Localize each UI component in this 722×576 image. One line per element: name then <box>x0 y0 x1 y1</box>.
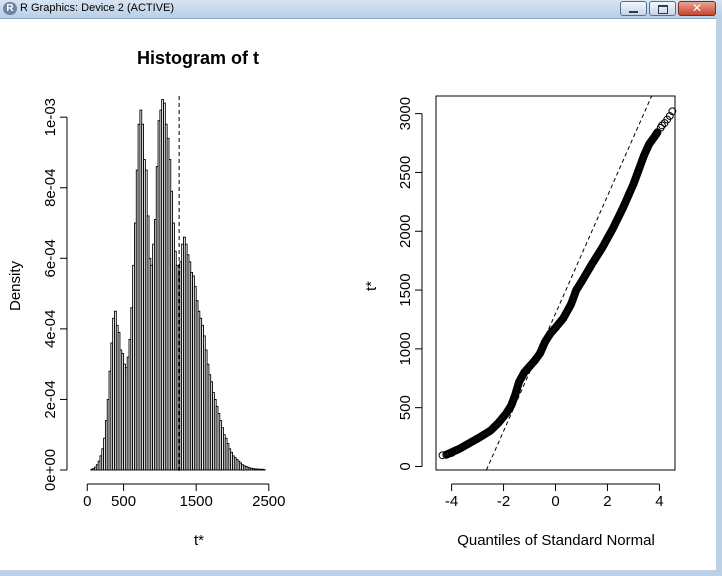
histogram-y-tick-label: 8e-04 <box>42 169 59 207</box>
qq-point <box>668 107 677 116</box>
qq-x-tick-label: 4 <box>655 493 663 510</box>
qq-plot-frame <box>435 95 676 471</box>
histogram-x-tick-label: 2500 <box>252 493 285 510</box>
histogram-y-tick-label: 4e-04 <box>42 310 59 348</box>
histogram-x-tick-label: 1500 <box>179 493 212 510</box>
qq-point <box>438 451 447 460</box>
qq-y-tick-label: 0 <box>397 462 414 470</box>
qq-point <box>442 450 451 459</box>
histogram-y-label: Density <box>7 260 24 311</box>
close-button[interactable]: ✕ <box>678 1 716 16</box>
qq-plot-panel: -4 -2 0 2 4 0 500 1000 1500 2000 2500 3000 Quantil… <box>363 95 677 549</box>
qq-x-tick-label: -2 <box>497 493 510 510</box>
maximize-icon <box>658 5 668 14</box>
window-frame-bottom <box>0 570 722 576</box>
qq-point <box>451 446 460 455</box>
histogram-x-tick-label: 0 <box>83 493 91 510</box>
histogram-panel: Histogram of t 0 500 1500 2500 0e+00 2e-04 4e… <box>7 48 285 549</box>
qq-points <box>438 107 677 460</box>
histogram-y-tick-label: 6e-04 <box>42 239 59 277</box>
r-app-icon: R <box>3 2 17 15</box>
qq-y-tick-label: 1000 <box>397 332 414 365</box>
qq-y-tick-label: 500 <box>397 395 414 420</box>
qq-y-tick-label: 1500 <box>397 273 414 306</box>
qq-x-tick-label: 0 <box>551 493 559 510</box>
minimize-button[interactable] <box>620 1 647 16</box>
close-icon: ✕ <box>691 1 703 15</box>
qq-x-label: Quantiles of Standard Normal <box>457 532 655 549</box>
plot-area: Histogram of t 0 500 1500 2500 0e+002e-044e… <box>7 48 677 549</box>
qq-y-tick-label: 2500 <box>397 156 414 189</box>
histogram-y-tick-label: 0e+00 <box>42 449 59 491</box>
histogram-y-axis: 0e+00 2e-04 4e-04 6e-04 8e-04 1e-03 <box>42 98 68 491</box>
qq-x-tick-label: -4 <box>445 493 458 510</box>
qq-point <box>447 449 456 457</box>
histogram-x-axis: 0 500 1500 2500 <box>83 483 285 510</box>
histogram-y-tick-label: 2e-04 <box>42 380 59 418</box>
qq-x-axis: -4 -2 0 2 4 <box>445 483 664 510</box>
window-frame-right <box>716 18 722 576</box>
minimize-icon <box>629 11 638 13</box>
title-bar[interactable]: R R Graphics: Device 2 (ACTIVE) ✕ <box>0 0 722 19</box>
histogram-y-tick-label: 1e-03 <box>42 98 59 136</box>
qq-y-label: t* <box>363 281 380 291</box>
qq-point <box>658 121 666 130</box>
window-title: R Graphics: Device 2 (ACTIVE) <box>20 2 175 14</box>
histogram-x-tick-label: 500 <box>111 493 136 510</box>
histogram-x-label: t* <box>194 532 204 549</box>
qq-x-tick-label: 2 <box>603 493 611 510</box>
qq-y-tick-label: 2000 <box>397 215 414 248</box>
histogram-title: Histogram of t <box>137 48 259 68</box>
qq-y-axis: 0 500 1000 1500 2000 2500 3000 <box>397 97 423 471</box>
qq-point <box>665 112 674 120</box>
qq-y-tick-label: 3000 <box>397 97 414 130</box>
histogram-bars <box>90 99 266 471</box>
maximize-button[interactable] <box>649 1 676 16</box>
qq-reference-line <box>485 95 653 471</box>
